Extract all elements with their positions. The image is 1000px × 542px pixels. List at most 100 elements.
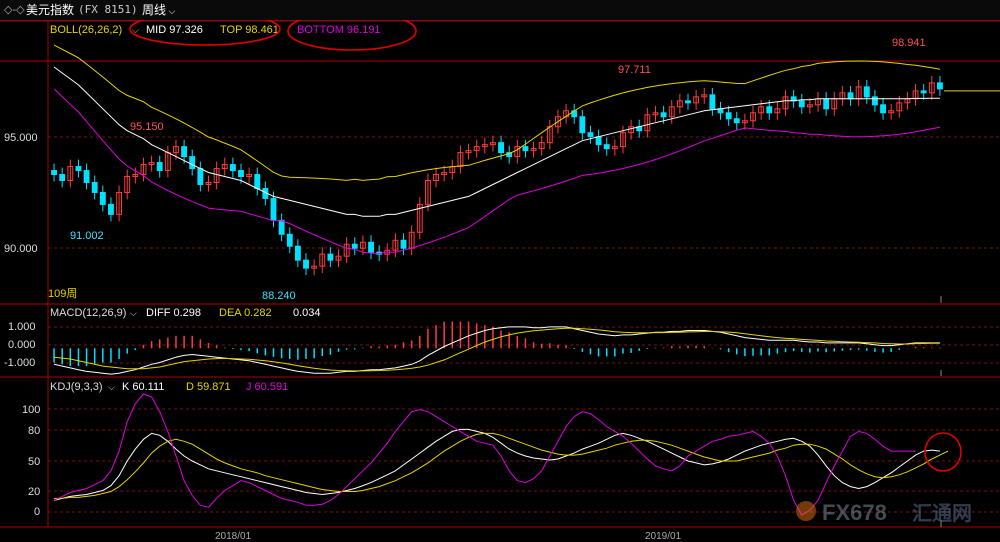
- boll-indicator-label[interactable]: BOLL(26,26,2): [50, 24, 122, 36]
- macd-lines: [53, 326, 940, 375]
- candle-body: [579, 116, 586, 134]
- chevron-down-icon[interactable]: ⌵: [130, 308, 137, 318]
- candle-body: [294, 245, 301, 261]
- candle-body: [457, 152, 464, 168]
- candle-body: [823, 98, 830, 110]
- candle-body: [343, 243, 350, 257]
- candle-body: [733, 118, 740, 124]
- annotation-circle-kdj: [924, 432, 962, 472]
- y-tick-label: 95.000: [4, 132, 38, 144]
- boll-bottom-line: [53, 88, 940, 255]
- candle-body: [278, 219, 285, 235]
- candle-body: [441, 172, 448, 176]
- candle-body: [928, 82, 935, 94]
- dea-line: [54, 327, 940, 372]
- candle-body: [782, 96, 789, 110]
- candle-body: [246, 174, 253, 178]
- candle-body: [473, 146, 480, 152]
- candle-body: [140, 164, 147, 176]
- candle-body: [351, 243, 358, 249]
- kdj-y-tick: 50: [28, 456, 40, 468]
- candle-body: [197, 168, 204, 185]
- macd-value-label: 0.034: [293, 307, 321, 319]
- kdj-y-tick: 100: [22, 404, 40, 416]
- kdj-lines: [53, 393, 949, 516]
- candle-body: [181, 146, 188, 158]
- dea-value-label: DEA 0.282: [219, 307, 272, 319]
- panel-frames: [0, 20, 1000, 528]
- chevron-down-icon[interactable]: ⌵: [108, 382, 115, 392]
- candle-body: [514, 146, 521, 158]
- candle-body: [359, 241, 366, 249]
- kdj-indicator-label[interactable]: KDJ(9,3,3): [50, 381, 103, 393]
- candle-body: [863, 86, 870, 98]
- candle-body: [481, 144, 488, 148]
- grid-lines: [48, 136, 1000, 513]
- candle-body: [116, 191, 123, 215]
- candle-body: [335, 255, 342, 261]
- candle-body: [83, 170, 90, 183]
- instrument-code: (FX 8151): [78, 3, 138, 16]
- macd-indicator-label[interactable]: MACD(12,26,9): [50, 307, 126, 319]
- candle-body: [286, 233, 293, 247]
- candle-body: [424, 180, 431, 205]
- candle-body: [538, 142, 545, 150]
- collapse-icon[interactable]: ◇-◇: [4, 4, 25, 16]
- price-annotation: 97.711: [618, 64, 651, 76]
- candle-body: [124, 176, 131, 193]
- instrument-title: 美元指数: [26, 3, 75, 17]
- candle-body: [238, 170, 244, 178]
- candle-body: [465, 150, 472, 154]
- boll-mid-line: [53, 66, 940, 217]
- candle-body: [652, 112, 659, 116]
- x-tick-label: 2018/01: [215, 531, 252, 542]
- y-tick-label: 90.000: [4, 243, 38, 255]
- candle-body: [392, 239, 399, 251]
- chart-area: BOLL(26,26,2) ⌵ MID 97.326 TOP 98.461 BO…: [0, 20, 1000, 542]
- candle-body: [156, 162, 163, 172]
- candle-body: [368, 241, 374, 253]
- toolbar: ◇-◇ 美元指数 (FX 8151) 周线 ⌵: [0, 0, 1000, 21]
- macd-y-tick: -1.000: [4, 357, 35, 369]
- candle-body: [798, 100, 805, 108]
- candle-body: [676, 100, 683, 108]
- candle-body: [205, 181, 212, 185]
- chevron-down-icon[interactable]: ⌵: [132, 25, 139, 35]
- candle-body: [587, 132, 594, 138]
- candle-body: [99, 191, 106, 205]
- kdj-y-tick: 20: [28, 486, 40, 498]
- candle-body: [498, 142, 505, 154]
- top-value-label: TOP 98.461: [220, 24, 279, 36]
- price-annotation: 88.240: [262, 290, 296, 302]
- price-annotation: 91.002: [70, 230, 104, 242]
- candle-body: [847, 92, 854, 100]
- kdj-y-tick: 80: [28, 425, 40, 437]
- k-value-label: K 60.111: [122, 381, 164, 393]
- candle-body: [270, 197, 277, 221]
- j-line: [53, 393, 916, 516]
- candle-body: [91, 181, 98, 193]
- chevron-down-icon: ⌵: [166, 6, 176, 16]
- candle-body: [766, 106, 773, 114]
- candle-body: [595, 136, 602, 146]
- candle-body: [416, 203, 423, 233]
- candle-body: [701, 94, 708, 98]
- d-line: [54, 432, 949, 499]
- boll-lines: [53, 44, 1000, 255]
- candle-body: [303, 259, 309, 269]
- candle-body: [620, 132, 626, 148]
- period-count-label: 109周: [48, 287, 77, 300]
- candle-body: [108, 203, 114, 215]
- candle-body: [660, 112, 667, 118]
- bottom-value-label: BOTTOM 96.191: [297, 24, 381, 36]
- annotation-circle-bottom: [287, 20, 417, 51]
- candle-body: [668, 106, 675, 118]
- candle-body: [644, 114, 651, 132]
- watermark-cn: 汇通网: [912, 502, 972, 525]
- candle-body: [709, 94, 716, 110]
- annotation-circle-mid-top: [129, 20, 281, 46]
- price-annotation: 95.150: [130, 121, 164, 133]
- period-selector[interactable]: 周线 ⌵: [142, 0, 175, 21]
- price-annotation: 98.941: [892, 37, 926, 49]
- candle-body: [603, 144, 610, 150]
